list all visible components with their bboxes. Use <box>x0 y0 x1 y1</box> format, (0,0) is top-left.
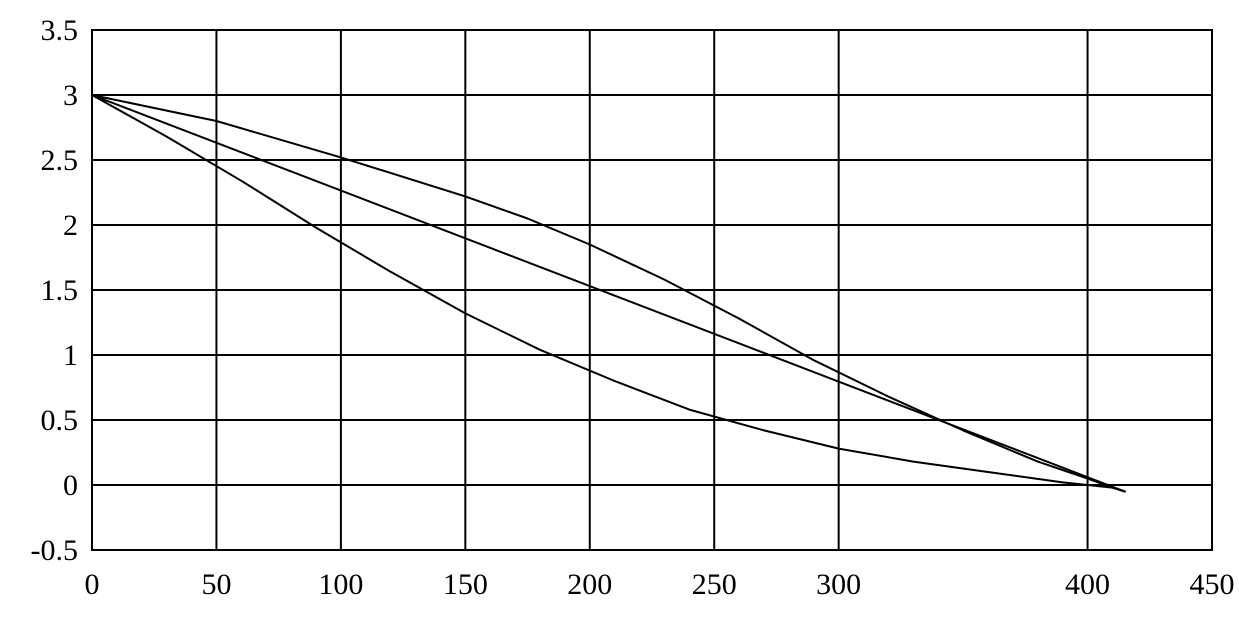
x-tick-label: 200 <box>567 568 612 601</box>
x-tick-label: 400 <box>1065 568 1110 601</box>
y-tick-label: 3.5 <box>41 14 79 47</box>
x-tick-label: 150 <box>443 568 488 601</box>
y-tick-label: -0.5 <box>31 534 79 567</box>
y-tick-label: 0.5 <box>41 404 79 437</box>
chart-container: 050100150200250300400450-0.500.511.522.5… <box>0 0 1239 620</box>
y-tick-label: 0 <box>63 469 78 502</box>
x-tick-label: 250 <box>692 568 737 601</box>
x-tick-label: 450 <box>1190 568 1235 601</box>
y-tick-label: 1.5 <box>41 274 79 307</box>
chart-background <box>0 0 1239 620</box>
y-tick-label: 2 <box>63 209 78 242</box>
y-tick-label: 1 <box>63 339 78 372</box>
line-chart: 050100150200250300400450-0.500.511.522.5… <box>0 0 1239 620</box>
y-tick-label: 3 <box>63 79 78 112</box>
x-tick-label: 0 <box>85 568 100 601</box>
x-tick-label: 300 <box>816 568 861 601</box>
x-tick-label: 100 <box>318 568 363 601</box>
y-tick-label: 2.5 <box>41 144 79 177</box>
x-tick-label: 50 <box>201 568 231 601</box>
